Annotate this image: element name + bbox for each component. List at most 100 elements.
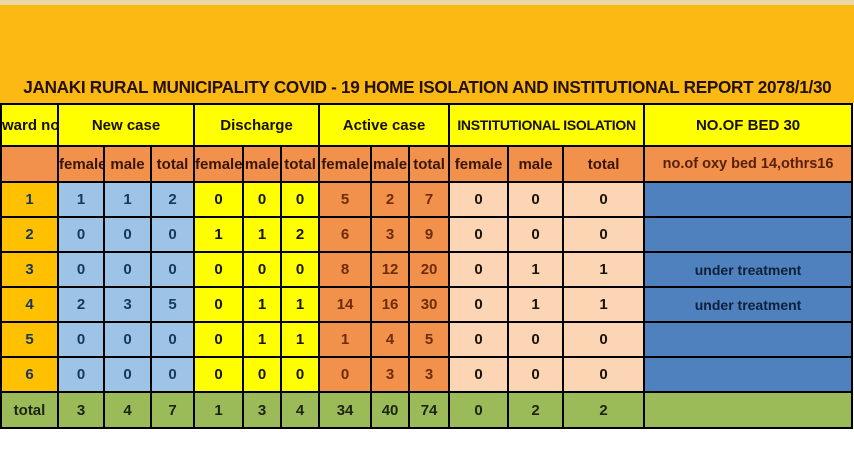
new-case-male-cell: 4 — [103, 391, 152, 429]
discharge-male-cell: 0 — [242, 251, 283, 288]
new-case-female-cell: 2 — [57, 286, 105, 323]
active-case-female-cell: 0 — [318, 356, 373, 393]
active-case-male-cell: 16 — [370, 286, 411, 323]
new-case-male-cell: 0 — [103, 216, 152, 253]
discharge-total-cell: 1 — [280, 286, 321, 323]
total-row: total 3 4 7 1 3 4 34 40 74 0 2 2 — [0, 391, 854, 429]
subheader-d-female: female — [193, 145, 245, 183]
discharge-male-cell: 1 — [242, 216, 283, 253]
active-case-total-cell: 3 — [408, 356, 451, 393]
discharge-female-cell: 1 — [193, 391, 245, 429]
discharge-female-cell: 0 — [193, 356, 245, 393]
institutional-female-cell: 0 — [448, 216, 510, 253]
active-case-total-cell: 20 — [408, 251, 451, 288]
ward-number-cell: 1 — [0, 181, 59, 218]
discharge-female-cell: 0 — [193, 321, 245, 358]
institutional-female-cell: 0 — [448, 321, 510, 358]
table-row: 3 0 0 0 0 0 0 8 12 20 0 1 1 under treatment — [0, 251, 854, 288]
bed-note-cell — [643, 216, 854, 253]
active-case-male-cell: 12 — [370, 251, 411, 288]
new-case-male-cell: 0 — [103, 356, 152, 393]
institutional-female-cell: 0 — [448, 251, 510, 288]
institutional-total-cell: 1 — [562, 286, 646, 323]
institutional-male-cell: 0 — [507, 321, 565, 358]
total-label-cell: total — [0, 391, 59, 429]
new-case-total-cell: 0 — [149, 216, 196, 253]
institutional-total-cell: 0 — [562, 181, 646, 218]
institutional-total-cell: 1 — [562, 251, 646, 288]
ward-subheader-empty — [0, 145, 59, 183]
active-case-male-cell: 3 — [370, 216, 411, 253]
subheader-nc-female: female — [57, 145, 105, 183]
active-case-female-cell: 1 — [318, 321, 373, 358]
ward-header: ward no. — [0, 103, 59, 147]
bed-note-cell — [643, 321, 854, 358]
institutional-total-cell: 0 — [562, 356, 646, 393]
group-header-discharge: Discharge — [193, 103, 321, 147]
group-header-institutional-isolation: INSTITUTIONAL ISOLATION — [448, 103, 646, 147]
discharge-total-cell: 4 — [280, 391, 321, 429]
discharge-female-cell: 0 — [193, 251, 245, 288]
subheader-ac-male: male — [370, 145, 411, 183]
subheader-d-male: male — [242, 145, 283, 183]
institutional-total-cell: 2 — [562, 391, 646, 429]
subheader-ac-total: total — [408, 145, 451, 183]
new-case-male-cell: 1 — [103, 181, 152, 218]
active-case-total-cell: 30 — [408, 286, 451, 323]
new-case-female-cell: 3 — [57, 391, 105, 429]
new-case-total-cell: 0 — [149, 356, 196, 393]
active-case-total-cell: 5 — [408, 321, 451, 358]
bed-note-cell: under treatment — [643, 286, 854, 323]
active-case-male-cell: 40 — [370, 391, 411, 429]
institutional-female-cell: 0 — [448, 286, 510, 323]
new-case-total-cell: 0 — [149, 321, 196, 358]
active-case-total-cell: 9 — [408, 216, 451, 253]
institutional-male-cell: 1 — [507, 286, 565, 323]
new-case-female-cell: 0 — [57, 216, 105, 253]
new-case-total-cell: 5 — [149, 286, 196, 323]
active-case-female-cell: 14 — [318, 286, 373, 323]
active-case-female-cell: 8 — [318, 251, 373, 288]
ward-number-cell: 4 — [0, 286, 59, 323]
bed-note-cell — [643, 391, 854, 429]
active-case-female-cell: 34 — [318, 391, 373, 429]
active-case-male-cell: 4 — [370, 321, 411, 358]
discharge-total-cell: 0 — [280, 356, 321, 393]
institutional-female-cell: 0 — [448, 181, 510, 218]
discharge-female-cell: 0 — [193, 286, 245, 323]
report-table-body: 1 1 1 2 0 0 0 5 2 7 0 0 0 2 0 0 0 1 1 2 6 3 9 0 0 0 3 0 0 0 0 0 0 8 12 20 0 1… — [0, 181, 854, 429]
ward-number-cell: 3 — [0, 251, 59, 288]
active-case-male-cell: 2 — [370, 181, 411, 218]
institutional-total-cell: 0 — [562, 216, 646, 253]
discharge-total-cell: 0 — [280, 251, 321, 288]
subheader-nc-male: male — [103, 145, 152, 183]
new-case-male-cell: 0 — [103, 321, 152, 358]
discharge-male-cell: 1 — [242, 286, 283, 323]
institutional-male-cell: 0 — [507, 181, 565, 218]
discharge-male-cell: 1 — [242, 321, 283, 358]
discharge-male-cell: 0 — [242, 356, 283, 393]
institutional-total-cell: 0 — [562, 321, 646, 358]
active-case-female-cell: 6 — [318, 216, 373, 253]
group-header-no-of-bed: NO.OF BED 30 — [643, 103, 854, 147]
subheader-ii-total: total — [562, 145, 646, 183]
institutional-male-cell: 2 — [507, 391, 565, 429]
institutional-male-cell: 0 — [507, 216, 565, 253]
subheader-nc-total: total — [149, 145, 196, 183]
active-case-total-cell: 74 — [408, 391, 451, 429]
discharge-male-cell: 0 — [242, 181, 283, 218]
bed-note-cell — [643, 356, 854, 393]
institutional-female-cell: 0 — [448, 391, 510, 429]
subheader-d-total: total — [280, 145, 321, 183]
group-header-row: ward no. New case Discharge Active case … — [0, 103, 854, 147]
discharge-female-cell: 0 — [193, 181, 245, 218]
active-case-male-cell: 3 — [370, 356, 411, 393]
bed-note-cell — [643, 181, 854, 218]
institutional-female-cell: 0 — [448, 356, 510, 393]
discharge-total-cell: 1 — [280, 321, 321, 358]
ward-number-cell: 5 — [0, 321, 59, 358]
active-case-total-cell: 7 — [408, 181, 451, 218]
